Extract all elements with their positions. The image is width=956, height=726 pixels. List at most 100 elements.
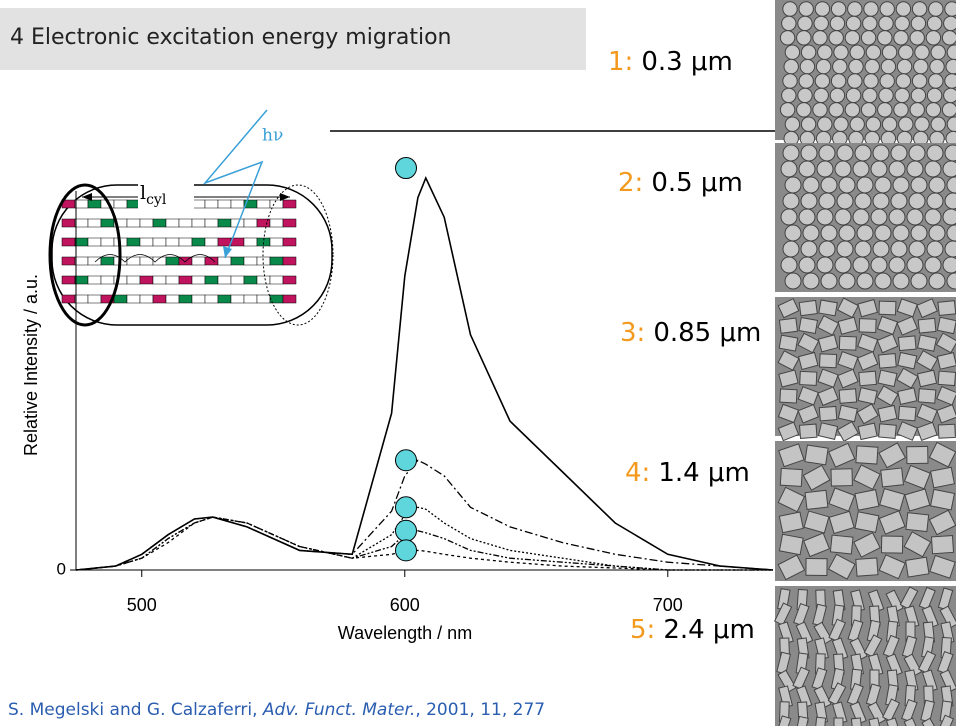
sem-particle [925, 30, 942, 46]
sem-particle [783, 58, 799, 75]
sem-particle [820, 224, 838, 242]
sem-particle [812, 102, 828, 118]
sem-particle [798, 1, 814, 17]
sem-particle [778, 533, 804, 556]
peak-marker [395, 539, 417, 562]
sem-particle [818, 192, 836, 210]
citation-authors: S. Megelski and G. Calzaferri, [8, 700, 263, 720]
sem-particle [896, 367, 919, 389]
sem-particle [926, 15, 943, 32]
sem-particle [880, 467, 905, 488]
sem-particle [924, 160, 942, 178]
sem-particle [890, 240, 908, 258]
channel-cell [165, 256, 180, 266]
sem-particle [795, 685, 813, 709]
channel-cell [282, 199, 297, 209]
channel-cell [100, 237, 115, 247]
size-label: 3: 0.85 μm [620, 318, 761, 348]
channel-cell [204, 294, 219, 304]
sem-particle [847, 1, 863, 17]
sem-particle [937, 300, 956, 317]
channel-cell [230, 275, 245, 285]
sem-particle [814, 1, 831, 17]
peak-marker [395, 496, 417, 519]
channel-cell [217, 218, 232, 228]
sem-particle [918, 586, 936, 611]
channel-cell [100, 275, 115, 285]
sem-particle [937, 423, 956, 439]
channel-cell [152, 237, 167, 247]
channel-cell [282, 237, 297, 247]
sem-particle [782, 1, 798, 17]
photon-head [223, 246, 232, 258]
channel-cell [217, 256, 232, 266]
sem-particle [928, 73, 944, 89]
sem-particle [828, 510, 855, 535]
sem-particle [818, 299, 838, 317]
sem-particle [845, 15, 862, 32]
sem-particle [944, 192, 956, 210]
sem-particle [936, 385, 956, 406]
sem-particle [854, 240, 872, 258]
channel-cell [126, 237, 141, 247]
sem-particle [874, 176, 892, 194]
sem-particle [896, 315, 919, 336]
sem-particle [827, 553, 856, 580]
channel-cell [243, 237, 258, 247]
sem-particle [930, 535, 955, 555]
sem-particle [779, 467, 803, 487]
channel-cell [87, 294, 102, 304]
sem-particle [837, 350, 859, 371]
sem-particle [800, 116, 817, 132]
channel-cell [269, 237, 284, 247]
sem-particle [846, 682, 864, 707]
sem-particle [799, 370, 818, 386]
sem-particle [800, 192, 818, 210]
sem-particle [865, 44, 882, 60]
sem-particle [800, 44, 817, 60]
sem-particle [877, 30, 893, 46]
sem-particle [856, 403, 879, 425]
sem-particle [874, 224, 892, 242]
sem-particle [897, 405, 917, 422]
channel-cell [217, 237, 232, 247]
sem-particle [879, 73, 895, 89]
length-symbol: l [140, 182, 146, 204]
sem-particle [777, 403, 800, 424]
sem-particle [896, 421, 919, 441]
sem-particle [796, 30, 812, 46]
sem-particle [895, 73, 912, 89]
size-label: 4: 1.4 μm [625, 458, 750, 488]
sem-particle [860, 102, 877, 118]
sem-particle [944, 73, 956, 89]
sem-particle [818, 144, 836, 162]
sem-particle [811, 667, 828, 691]
channel-cell [152, 275, 167, 285]
sem-particle [877, 404, 898, 423]
sem-particle [813, 685, 832, 709]
sem-particle [911, 1, 928, 17]
length-bg [138, 184, 194, 210]
sem-particle [916, 421, 938, 442]
sem-particle [830, 468, 853, 487]
sem-particle [820, 272, 838, 290]
sem-particle [817, 334, 839, 353]
sem-particle [795, 621, 814, 645]
sem-particle [831, 637, 849, 661]
sem-particle [815, 58, 832, 75]
sem-particle [903, 717, 922, 726]
sem-particle [928, 509, 956, 536]
sem-particle [885, 589, 904, 613]
sem-particle [857, 422, 878, 441]
sem-particle [774, 602, 793, 626]
channel-cell [139, 218, 154, 228]
sem-particle [880, 535, 904, 554]
sem-particle [872, 240, 890, 258]
sem-particle [802, 224, 820, 242]
sem-particle [885, 717, 902, 726]
sem-particle [828, 487, 856, 512]
channel-cell [74, 218, 89, 228]
sem-particle [916, 298, 938, 319]
sem-particle [910, 224, 928, 242]
channel-cell [256, 294, 271, 304]
